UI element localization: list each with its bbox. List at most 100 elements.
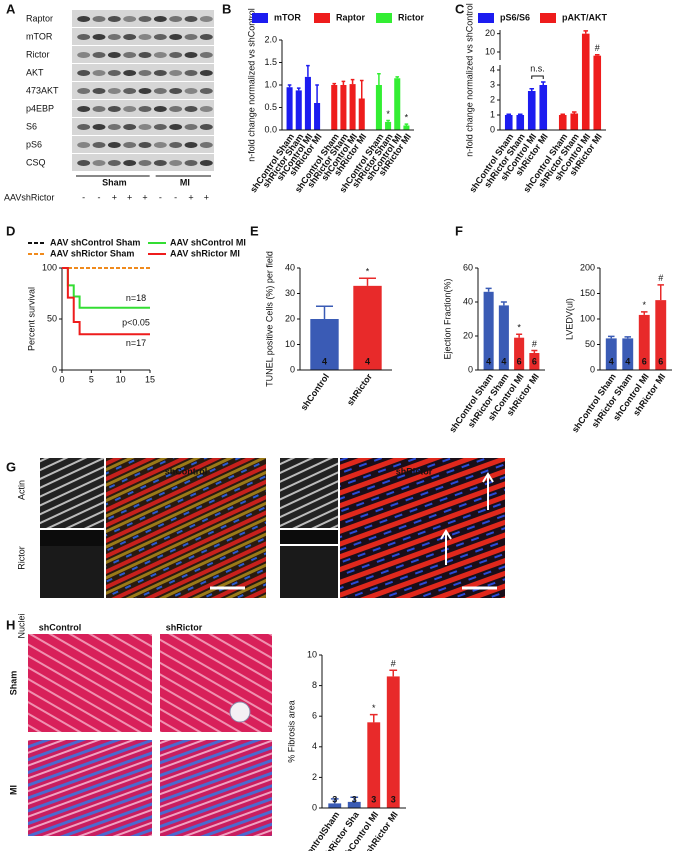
bar [347, 801, 361, 808]
significance-marker: * [642, 300, 646, 310]
blot-band [138, 52, 152, 58]
treatment-sign: - [174, 192, 177, 202]
blot-band [123, 160, 137, 166]
n-label: 4 [365, 356, 370, 366]
y-tick-label: 20 [285, 313, 295, 323]
blot-band [184, 124, 198, 130]
error-bar [358, 277, 377, 286]
blot-band [92, 106, 106, 112]
blot-band [169, 16, 183, 22]
blot-band [153, 34, 167, 40]
y-tick-label: 3 [490, 79, 495, 89]
n-label: 6 [517, 356, 522, 366]
y-tick-label: 100 [42, 262, 57, 272]
legend-label: Rictor [398, 12, 425, 22]
y-tick-label: 0 [312, 802, 317, 812]
legend-swatch [314, 13, 330, 23]
micrograph [280, 546, 338, 598]
bar [483, 291, 494, 370]
n-label: 3 [352, 794, 357, 804]
blot-band [199, 52, 213, 58]
bar [605, 338, 617, 370]
annotation: n.s. [530, 63, 545, 73]
y-tick-label: 0 [290, 364, 295, 374]
error-bar [529, 88, 535, 91]
blot-band [184, 160, 198, 166]
significance-marker: * [405, 113, 409, 123]
bar [394, 78, 401, 130]
treatment-sign: + [112, 192, 117, 202]
blot-band [138, 160, 152, 166]
blot-band [77, 52, 91, 58]
blot-row-label: Rictor [26, 49, 50, 59]
treatment-sign: + [142, 192, 147, 202]
vessel [229, 701, 251, 723]
blot-band [169, 70, 183, 76]
blot-band [123, 34, 137, 40]
blot-band [77, 124, 91, 130]
panel-label: A [6, 1, 16, 16]
blot-band [77, 106, 91, 112]
blot-row-label: AKT [26, 67, 44, 77]
blot-band [107, 16, 121, 22]
treatment-sign: - [98, 192, 101, 202]
error-bar [640, 311, 648, 315]
blot-band [153, 106, 167, 112]
significance-marker: * [366, 267, 370, 277]
micrograph [106, 458, 266, 598]
y-tick-label: 1.5 [264, 57, 277, 67]
bar [295, 90, 302, 130]
significance-marker: * [517, 323, 521, 333]
blot-band [199, 70, 213, 76]
treatment-sign: + [204, 192, 209, 202]
y-axis-label: n-fold change normalized vs shControl [464, 3, 474, 157]
error-bar [315, 84, 319, 103]
blot-band [184, 70, 198, 76]
micrograph [40, 458, 104, 528]
blot-band [138, 88, 152, 94]
blot-band [184, 52, 198, 58]
n-label: 6 [642, 356, 647, 366]
bracket [531, 75, 544, 79]
blot-band [199, 160, 213, 166]
micrograph [340, 458, 505, 598]
treatment-label: AAVshRictor [4, 192, 54, 202]
error-bar [341, 80, 346, 85]
blot-row-label: Raptor [26, 13, 53, 23]
bar [367, 722, 381, 808]
y-tick-label: 50 [585, 339, 595, 349]
x-tick-label: 10 [116, 374, 126, 384]
blot-band [169, 106, 183, 112]
bar [527, 91, 536, 130]
n-label: 6 [532, 356, 537, 366]
panel-label: F [455, 223, 463, 238]
blot-band [138, 106, 152, 112]
y-tick-label: 2.0 [264, 34, 277, 44]
error-bar [560, 113, 566, 115]
blot-band [153, 88, 167, 94]
error-bar [540, 81, 546, 85]
legend-label: AAV shControl MI [170, 237, 246, 247]
blot-band [92, 88, 106, 94]
blot-band [107, 142, 121, 148]
channel-label: Actin [16, 480, 26, 500]
bar [386, 676, 400, 808]
error-bar [506, 113, 512, 115]
error-bar [583, 30, 589, 34]
blot-band [199, 124, 213, 130]
significance-marker: # [658, 273, 663, 283]
error-bar [571, 111, 577, 114]
treatment-sign: + [127, 192, 132, 202]
blot-band [184, 142, 198, 148]
y-tick-label: 30 [285, 288, 295, 298]
panel-label: E [250, 223, 259, 238]
blot-band [77, 34, 91, 40]
error-bar [315, 305, 334, 319]
blot-band [138, 124, 152, 130]
n-label: 4 [322, 356, 327, 366]
blot-band [184, 16, 198, 22]
y-tick-label: 20 [485, 28, 495, 38]
histology-image [160, 634, 272, 732]
histology-image [160, 740, 272, 836]
blot-band [123, 16, 137, 22]
